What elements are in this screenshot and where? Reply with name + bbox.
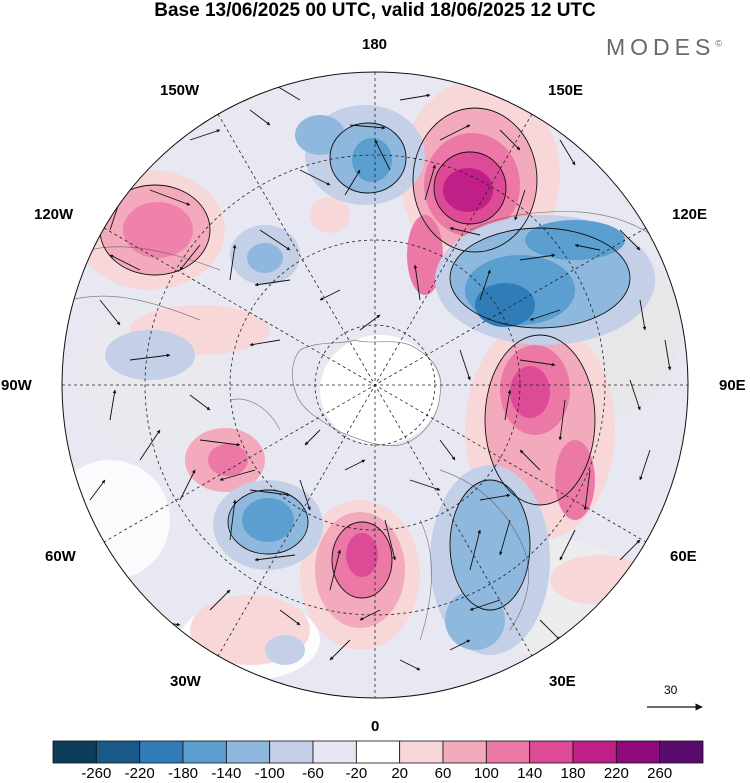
positive-anomalies xyxy=(75,80,650,665)
lon-label-180: 180 xyxy=(362,36,388,53)
lon-label-0: 0 xyxy=(371,718,380,735)
colorbar-swatch xyxy=(95,740,141,764)
colorbar-swatch xyxy=(182,740,227,764)
colorbar-swatch xyxy=(659,740,704,764)
colorbar-label: -60 xyxy=(302,765,324,782)
graticule xyxy=(62,72,688,698)
colorbar-label: 20 xyxy=(391,765,408,782)
colorbar-swatch xyxy=(139,740,184,764)
copyright-mark: © xyxy=(715,38,722,49)
lon-label-60w: 60W xyxy=(45,548,76,565)
colorbar-label: -140 xyxy=(211,765,242,782)
lon-label-120e: 120E xyxy=(672,206,708,223)
colorbar-swatch xyxy=(399,740,444,764)
lon-label-90e: 90E xyxy=(719,377,746,394)
reference-vector-value: 30 xyxy=(664,683,678,697)
colorbar-label: -180 xyxy=(167,765,199,782)
colorbar-swatch xyxy=(442,740,487,764)
lon-label-90w: 90W xyxy=(1,377,32,394)
colorbar-label: 220 xyxy=(603,765,629,782)
colorbar-swatch xyxy=(269,740,314,764)
colorbar-label: -20 xyxy=(345,765,368,782)
colorbar-swatch xyxy=(225,740,271,764)
colorbar-label: -100 xyxy=(254,765,285,782)
colorbar-labels: -260 -220 -180 -140 -100 -60 -20 20 60 100 140 180 2… xyxy=(0,765,750,783)
lon-label-150w: 150W xyxy=(160,82,200,99)
colorbar-label: -260 xyxy=(81,765,112,782)
lon-label-150e: 150E xyxy=(548,82,584,99)
lon-label-30e: 30E xyxy=(549,673,576,690)
colorbar-swatch xyxy=(529,740,574,764)
colorbar-swatch xyxy=(485,740,531,764)
reference-vector-arrow xyxy=(647,703,703,711)
map-boundary xyxy=(61,71,689,699)
colorbar-label: 180 xyxy=(560,765,586,782)
colorbar-swatch xyxy=(355,740,401,764)
colorbar-label: 60 xyxy=(434,765,452,782)
lon-label-120w: 120W xyxy=(34,206,74,223)
colorbar-label: -220 xyxy=(124,765,155,782)
contours xyxy=(99,107,631,611)
colorbar-label: 100 xyxy=(473,765,499,782)
colorbar xyxy=(52,740,704,764)
colorbar-swatch xyxy=(312,740,357,764)
negative-anomalies xyxy=(105,105,655,665)
colorbar-swatch xyxy=(615,740,661,764)
colorbar-label: 260 xyxy=(647,765,673,782)
lon-label-30w: 30W xyxy=(170,673,201,690)
colorbar-swatch xyxy=(52,740,97,764)
brand-name: MODES xyxy=(606,34,716,60)
lon-label-60e: 60E xyxy=(670,548,697,565)
wind-vectors xyxy=(89,84,672,671)
chart-title: Base 13/06/2025 00 UTC, valid 18/06/2025… xyxy=(154,0,596,21)
anomaly-field xyxy=(62,72,688,698)
colorbar-swatch xyxy=(572,740,617,764)
brand-logo: MODES© xyxy=(606,34,722,61)
colorbar-label: 140 xyxy=(517,765,543,782)
